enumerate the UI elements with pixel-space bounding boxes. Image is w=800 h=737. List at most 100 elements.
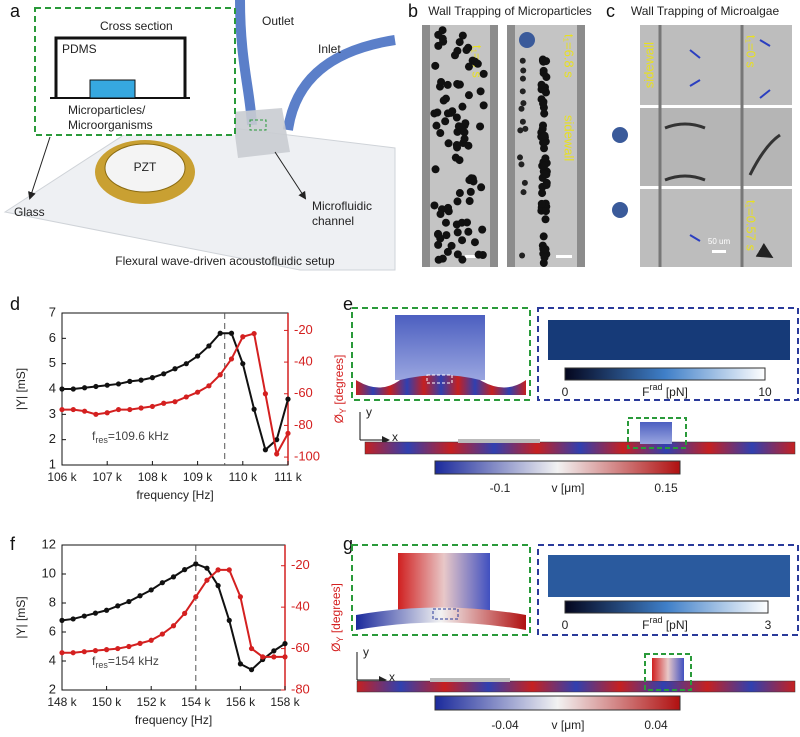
shape bbox=[644, 653, 692, 691]
data-point bbox=[172, 366, 178, 372]
particle bbox=[541, 207, 550, 216]
particle bbox=[540, 109, 549, 118]
particle bbox=[430, 201, 439, 210]
shape bbox=[359, 412, 388, 440]
particle bbox=[451, 153, 460, 162]
x-tick-label: 148 k bbox=[47, 695, 77, 709]
label: Frad [pN] bbox=[642, 615, 688, 632]
data-point bbox=[137, 640, 143, 646]
data-point bbox=[92, 610, 99, 616]
particle bbox=[441, 117, 450, 126]
data-point bbox=[161, 371, 167, 377]
shape bbox=[640, 25, 792, 105]
y-tick-label: 12 bbox=[42, 536, 56, 551]
particle bbox=[453, 228, 462, 237]
particle bbox=[541, 245, 550, 254]
shape bbox=[627, 417, 687, 449]
data-point bbox=[217, 372, 223, 378]
y-tick-label: 4 bbox=[49, 380, 56, 395]
shape bbox=[28, 136, 51, 200]
label: Wall Trapping of Microalgae bbox=[631, 4, 780, 18]
particle bbox=[517, 154, 524, 161]
label: Inlet bbox=[318, 42, 341, 56]
particle bbox=[464, 227, 473, 236]
shape bbox=[54, 36, 187, 98]
label: 0.15 bbox=[654, 481, 678, 495]
series-line bbox=[62, 332, 289, 452]
panel-g: 0 Frad [pN] 3 y x -0.04 v [μm] 0.04 bbox=[351, 544, 799, 732]
particle bbox=[431, 61, 440, 70]
particle bbox=[457, 123, 466, 132]
shape bbox=[356, 652, 385, 680]
shape bbox=[356, 680, 796, 693]
data-point bbox=[193, 594, 199, 600]
chart: 148 k 150 k 152 k 154 k 156 k 158 k 2 4 6 8 10 12 -8… bbox=[14, 536, 345, 727]
data-point bbox=[149, 403, 155, 410]
data-point bbox=[226, 617, 232, 624]
x-tick-label: 150 k bbox=[92, 695, 122, 709]
label: t₁=0 s bbox=[744, 35, 759, 68]
particle bbox=[444, 203, 453, 212]
panel-label: f bbox=[10, 534, 16, 554]
x-tick-label: 111 k bbox=[274, 470, 303, 484]
data-point bbox=[70, 386, 76, 392]
particle bbox=[434, 240, 443, 249]
shape bbox=[398, 553, 490, 615]
y2-tick-label: -60 bbox=[291, 640, 310, 655]
label: [pN] bbox=[663, 618, 688, 632]
panel-b: Wall Trapping of Microparticles t₁=0 s t… bbox=[422, 4, 592, 268]
annotation: fres=154 kHz bbox=[92, 654, 159, 670]
shape bbox=[556, 255, 572, 258]
label: 3 bbox=[765, 618, 772, 632]
particle bbox=[476, 87, 485, 96]
data-point bbox=[217, 330, 223, 336]
shape bbox=[89, 79, 136, 99]
shape bbox=[395, 315, 485, 380]
data-point bbox=[226, 567, 232, 573]
x-tick-label: 108 k bbox=[138, 470, 168, 484]
data-point bbox=[195, 389, 201, 395]
data-point bbox=[204, 577, 210, 583]
label: v [μm] bbox=[552, 481, 585, 495]
label: Microorganisms bbox=[68, 118, 153, 132]
series-line bbox=[61, 562, 286, 671]
data-point bbox=[248, 645, 255, 652]
data-point bbox=[70, 616, 76, 622]
shape bbox=[458, 439, 540, 443]
shape bbox=[249, 119, 267, 131]
annotation-main: f bbox=[92, 654, 96, 668]
y-tick-label: 6 bbox=[49, 330, 56, 345]
data-point bbox=[271, 654, 277, 660]
label: 0 bbox=[562, 385, 569, 399]
data-point bbox=[126, 598, 132, 605]
particle bbox=[541, 154, 550, 163]
label: Frad [pN] bbox=[642, 382, 688, 399]
data-point bbox=[182, 567, 188, 573]
y-tick-label: 10 bbox=[42, 565, 56, 580]
y-tick-label: 4 bbox=[49, 652, 56, 667]
x-tick-label: 110 k bbox=[229, 470, 258, 484]
data-point bbox=[127, 378, 133, 384]
data-point bbox=[115, 603, 121, 609]
shape bbox=[640, 422, 672, 444]
particle bbox=[519, 118, 526, 125]
label: sidewall bbox=[562, 115, 577, 161]
y2-tick-label: -80 bbox=[291, 681, 310, 696]
data-point bbox=[104, 410, 110, 416]
shape bbox=[652, 658, 684, 681]
particle bbox=[464, 91, 473, 100]
data-point bbox=[149, 375, 155, 381]
panel-label: b bbox=[408, 1, 418, 21]
shape bbox=[548, 555, 790, 597]
particle bbox=[470, 238, 479, 247]
y-tick-label: 6 bbox=[49, 623, 56, 638]
data-point bbox=[159, 580, 165, 586]
y2-tick-label: -20 bbox=[294, 322, 313, 337]
particle bbox=[519, 88, 526, 95]
label: -0.04 bbox=[491, 718, 519, 732]
particle bbox=[537, 95, 546, 104]
y2-tick-label: -80 bbox=[294, 417, 313, 432]
y2-axis-label: ØY [degrees] bbox=[329, 583, 345, 652]
y-tick-label: 3 bbox=[49, 406, 56, 421]
data-point bbox=[104, 382, 110, 388]
